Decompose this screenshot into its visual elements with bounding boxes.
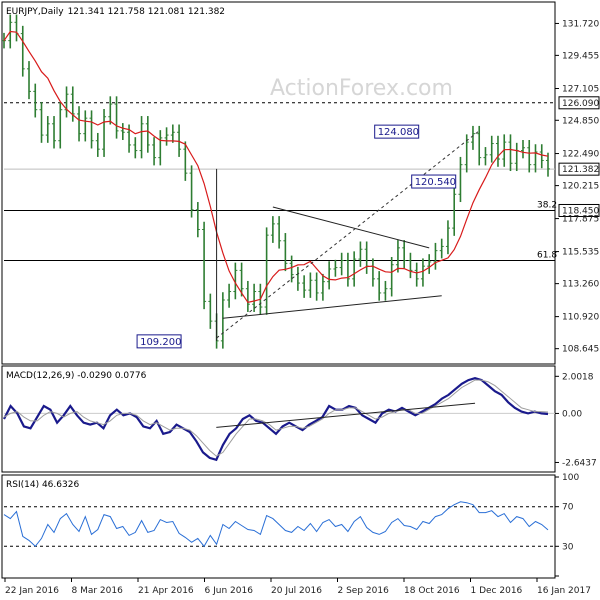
dashed-rising-trendline (216, 130, 480, 339)
moving-average-line (3, 30, 549, 303)
level-badge-1 (558, 203, 600, 217)
x-tick-label: 18 Oct 2016 (404, 586, 460, 596)
annotation-label-2: 109.200 (140, 337, 181, 348)
rsi-y-tick-label: 100 (562, 473, 579, 483)
price-y-tick-label: 129.455 (562, 51, 599, 61)
level-badge-text-1: 118.450 (562, 206, 599, 216)
macd-layer (3, 377, 555, 462)
price-y-tick-label: 115.535 (562, 248, 599, 258)
price-y-tick-label: 110.920 (562, 313, 599, 323)
x-tick-label: 16 Jan 2017 (537, 586, 591, 596)
x-tick-label: 6 Jun 2016 (205, 586, 254, 596)
level-badge-0 (558, 96, 600, 110)
macd-signal-line (3, 379, 549, 457)
ohlc-values: 121.341 121.758 121.081 121.382 (68, 7, 225, 17)
macd-panel-frame (1, 365, 556, 473)
price-y-tick-label: 117.875 (562, 215, 599, 225)
annotation-box-2 (136, 334, 182, 349)
price-y-tick-label: 124.850 (562, 116, 599, 126)
macd-trendline (216, 402, 476, 428)
macd-panel-title: MACD(12,26,9) -0.0290 0.0776 (6, 371, 147, 381)
rsi-y-tick-label: 70 (562, 503, 574, 513)
fib-label-38.2: 38.2 (537, 200, 557, 210)
annotation-box-1 (411, 174, 457, 189)
price-panel-title: EURJPY,Daily 121.341 121.758 121.081 121.… (6, 7, 225, 17)
symbol: EURJPY (6, 7, 38, 17)
x-tick-label: 21 Apr 2016 (138, 586, 194, 596)
price-y-tick-label: 122.490 (562, 150, 599, 160)
price-y-tick-label: 113.260 (562, 280, 599, 290)
x-tick-label: 2 Sep 2016 (338, 586, 390, 596)
level-badge-3 (558, 162, 600, 176)
rsi-line (3, 501, 549, 548)
macd-y-tick-label: -2.6437 (562, 458, 597, 468)
rsi-layer (3, 501, 555, 548)
annotation-box-0 (374, 124, 420, 139)
x-tick-label: 8 Mar 2016 (72, 586, 124, 596)
price-panel-frame (1, 1, 556, 365)
x-tick-label: 22 Jan 2016 (5, 586, 59, 596)
watermark: ActionForex.com (270, 76, 453, 101)
price-y-tick-label: 131.720 (562, 19, 599, 29)
fib-label-61.8: 61.8 (537, 251, 557, 261)
level-badge-text-3: 121.382 (562, 165, 599, 175)
price-y-tick-label: 120.215 (562, 182, 599, 192)
x-tick-label: 20 Jul 2016 (271, 586, 322, 596)
period: Daily (41, 7, 64, 17)
triangle-upper-trendline (272, 206, 430, 249)
triangle-lower-trendline (222, 295, 442, 319)
macd-y-tick-label: 2.0018 (562, 372, 594, 382)
axis-layer: 126.090 118.450 121.382 131.720 129.455 127.1… (4, 19, 600, 596)
price-layer: 38.2 61.8 124.080 120.540 109.200 (2, 14, 557, 349)
annotation-label-0: 124.080 (378, 127, 419, 138)
macd-line (3, 377, 549, 462)
rsi-panel-frame (1, 474, 556, 579)
rsi-y-tick-label: 30 (562, 542, 574, 552)
level-badge-text-0: 126.090 (562, 99, 599, 109)
rsi-panel-title: RSI(14) 46.6326 (6, 480, 79, 490)
annotation-label-1: 120.540 (415, 177, 456, 188)
price-y-tick-label: 127.105 (562, 84, 599, 94)
x-tick-label: 1 Dec 2016 (471, 586, 523, 596)
macd-y-tick-label: 0.00 (562, 409, 582, 419)
price-y-tick-label: 108.645 (562, 345, 599, 355)
